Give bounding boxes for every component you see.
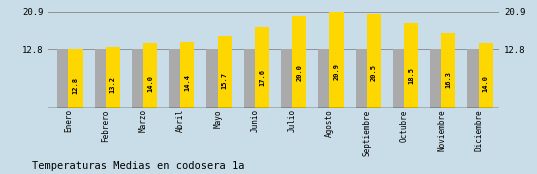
Bar	[169, 49, 180, 108]
Bar	[355, 49, 367, 108]
Bar	[404, 23, 418, 108]
Bar	[132, 49, 143, 108]
Bar	[478, 44, 493, 108]
Text: 12.8: 12.8	[72, 77, 78, 94]
Bar	[430, 49, 441, 108]
Bar	[292, 16, 306, 108]
Text: Temperaturas Medias en codosera 1a: Temperaturas Medias en codosera 1a	[32, 161, 245, 171]
Bar	[329, 12, 344, 108]
Bar	[95, 49, 106, 108]
Bar	[106, 47, 120, 108]
Bar	[143, 44, 157, 108]
Bar	[441, 33, 455, 108]
Bar	[318, 49, 329, 108]
Text: 20.0: 20.0	[296, 64, 302, 81]
Bar	[57, 49, 68, 108]
Bar	[255, 27, 269, 108]
Bar	[367, 14, 381, 108]
Bar	[467, 49, 478, 108]
Bar	[217, 36, 232, 108]
Text: 14.0: 14.0	[483, 75, 489, 92]
Text: 18.5: 18.5	[408, 67, 414, 84]
Bar	[68, 49, 83, 108]
Text: 15.7: 15.7	[222, 72, 228, 89]
Bar	[393, 49, 404, 108]
Bar	[180, 42, 194, 108]
Text: 20.5: 20.5	[371, 64, 377, 81]
Text: 16.3: 16.3	[445, 71, 451, 88]
Text: 17.6: 17.6	[259, 69, 265, 86]
Bar	[206, 49, 217, 108]
Text: 20.9: 20.9	[333, 63, 339, 80]
Text: 14.0: 14.0	[147, 75, 153, 92]
Bar	[244, 49, 255, 108]
Text: 14.4: 14.4	[184, 74, 191, 91]
Text: 13.2: 13.2	[110, 76, 116, 93]
Bar	[281, 49, 292, 108]
